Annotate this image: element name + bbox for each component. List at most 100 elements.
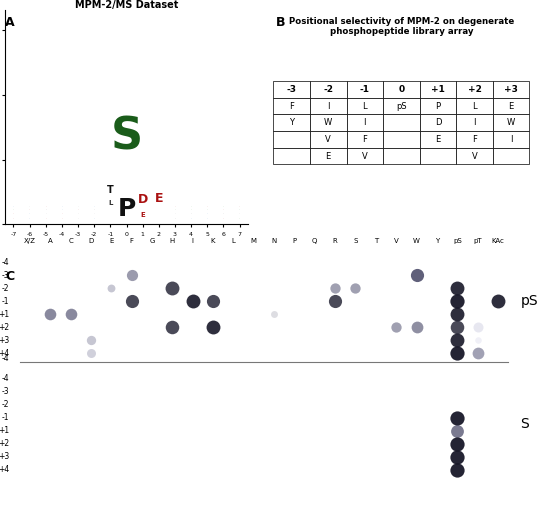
- Text: ·: ·: [13, 209, 14, 213]
- Bar: [273, 114, 310, 131]
- Bar: [273, 98, 310, 114]
- Bar: [273, 131, 310, 148]
- Bar: [420, 148, 456, 164]
- Text: D: D: [88, 239, 93, 244]
- Point: [392, 323, 401, 331]
- Text: -1: -1: [2, 297, 10, 306]
- Text: F: F: [362, 135, 367, 144]
- Text: +2: +2: [468, 85, 481, 94]
- Text: +3: +3: [0, 452, 10, 461]
- Text: ·: ·: [13, 217, 14, 221]
- Point: [208, 323, 217, 331]
- Bar: [456, 81, 492, 98]
- Text: -1: -1: [360, 85, 370, 94]
- Text: -4: -4: [2, 354, 10, 363]
- Text: Y: Y: [289, 118, 294, 127]
- Text: ·: ·: [62, 213, 63, 216]
- Bar: [347, 148, 383, 164]
- Point: [453, 465, 462, 474]
- Point: [66, 310, 75, 318]
- Text: ·: ·: [77, 209, 79, 213]
- Point: [168, 284, 177, 293]
- Point: [412, 323, 421, 331]
- Point: [473, 349, 482, 357]
- Text: ·: ·: [191, 213, 192, 216]
- Text: -4: -4: [2, 374, 10, 383]
- Text: ·: ·: [93, 217, 95, 221]
- Text: ·: ·: [174, 217, 176, 221]
- Text: P: P: [292, 239, 296, 244]
- Bar: [310, 98, 347, 114]
- Point: [453, 336, 462, 344]
- Text: L: L: [472, 101, 477, 111]
- Text: N: N: [272, 239, 276, 244]
- Text: ·: ·: [223, 217, 224, 221]
- Text: ·: ·: [239, 213, 240, 216]
- Text: +3: +3: [0, 335, 10, 345]
- Bar: [347, 81, 383, 98]
- Bar: [456, 148, 492, 164]
- Text: P: P: [435, 101, 441, 111]
- Text: ·: ·: [13, 213, 14, 216]
- Text: T: T: [107, 185, 114, 195]
- Text: ·: ·: [77, 217, 79, 221]
- Bar: [310, 131, 347, 148]
- Text: S: S: [521, 417, 529, 431]
- Text: +1: +1: [0, 426, 10, 435]
- Bar: [383, 131, 420, 148]
- Text: ·: ·: [62, 209, 63, 213]
- Point: [127, 271, 136, 280]
- Text: X/Z: X/Z: [24, 239, 36, 244]
- Bar: [420, 98, 456, 114]
- Text: -3: -3: [2, 387, 10, 396]
- Text: L: L: [108, 200, 112, 206]
- Text: V: V: [362, 152, 368, 161]
- Text: ·: ·: [207, 217, 208, 221]
- Bar: [310, 81, 347, 98]
- Point: [188, 297, 197, 306]
- Text: ·: ·: [93, 209, 95, 213]
- Text: I: I: [327, 101, 329, 111]
- Text: ·: ·: [223, 209, 224, 213]
- Point: [453, 413, 462, 422]
- Bar: [492, 148, 529, 164]
- Bar: [492, 131, 529, 148]
- Bar: [347, 98, 383, 114]
- Text: +2: +2: [0, 323, 10, 332]
- Text: V: V: [394, 239, 399, 244]
- Text: +4: +4: [0, 348, 10, 358]
- Text: G: G: [149, 239, 154, 244]
- Text: -3: -3: [2, 271, 10, 280]
- Text: ·: ·: [223, 213, 224, 216]
- Text: W: W: [413, 239, 420, 244]
- Point: [453, 323, 462, 331]
- Text: F: F: [289, 101, 294, 111]
- Text: -2: -2: [323, 85, 333, 94]
- Text: ·: ·: [93, 205, 95, 209]
- Text: +1: +1: [431, 85, 445, 94]
- Bar: [420, 81, 456, 98]
- Text: ·: ·: [207, 213, 208, 216]
- Point: [453, 439, 462, 448]
- Text: M: M: [251, 239, 256, 244]
- Point: [412, 271, 421, 280]
- Text: ·: ·: [239, 209, 240, 213]
- Bar: [310, 114, 347, 131]
- Text: +3: +3: [504, 85, 518, 94]
- Point: [453, 284, 462, 293]
- Text: E: E: [109, 239, 113, 244]
- Bar: [347, 114, 383, 131]
- Point: [107, 284, 116, 293]
- Point: [494, 297, 502, 306]
- Bar: [456, 131, 492, 148]
- Point: [453, 297, 462, 306]
- Bar: [383, 114, 420, 131]
- Text: A: A: [5, 16, 15, 29]
- Text: -4: -4: [2, 258, 10, 267]
- Point: [331, 284, 340, 293]
- Text: I: I: [510, 135, 512, 144]
- Text: C: C: [5, 270, 15, 283]
- Text: F: F: [130, 239, 133, 244]
- Text: Q: Q: [312, 239, 318, 244]
- Point: [208, 297, 217, 306]
